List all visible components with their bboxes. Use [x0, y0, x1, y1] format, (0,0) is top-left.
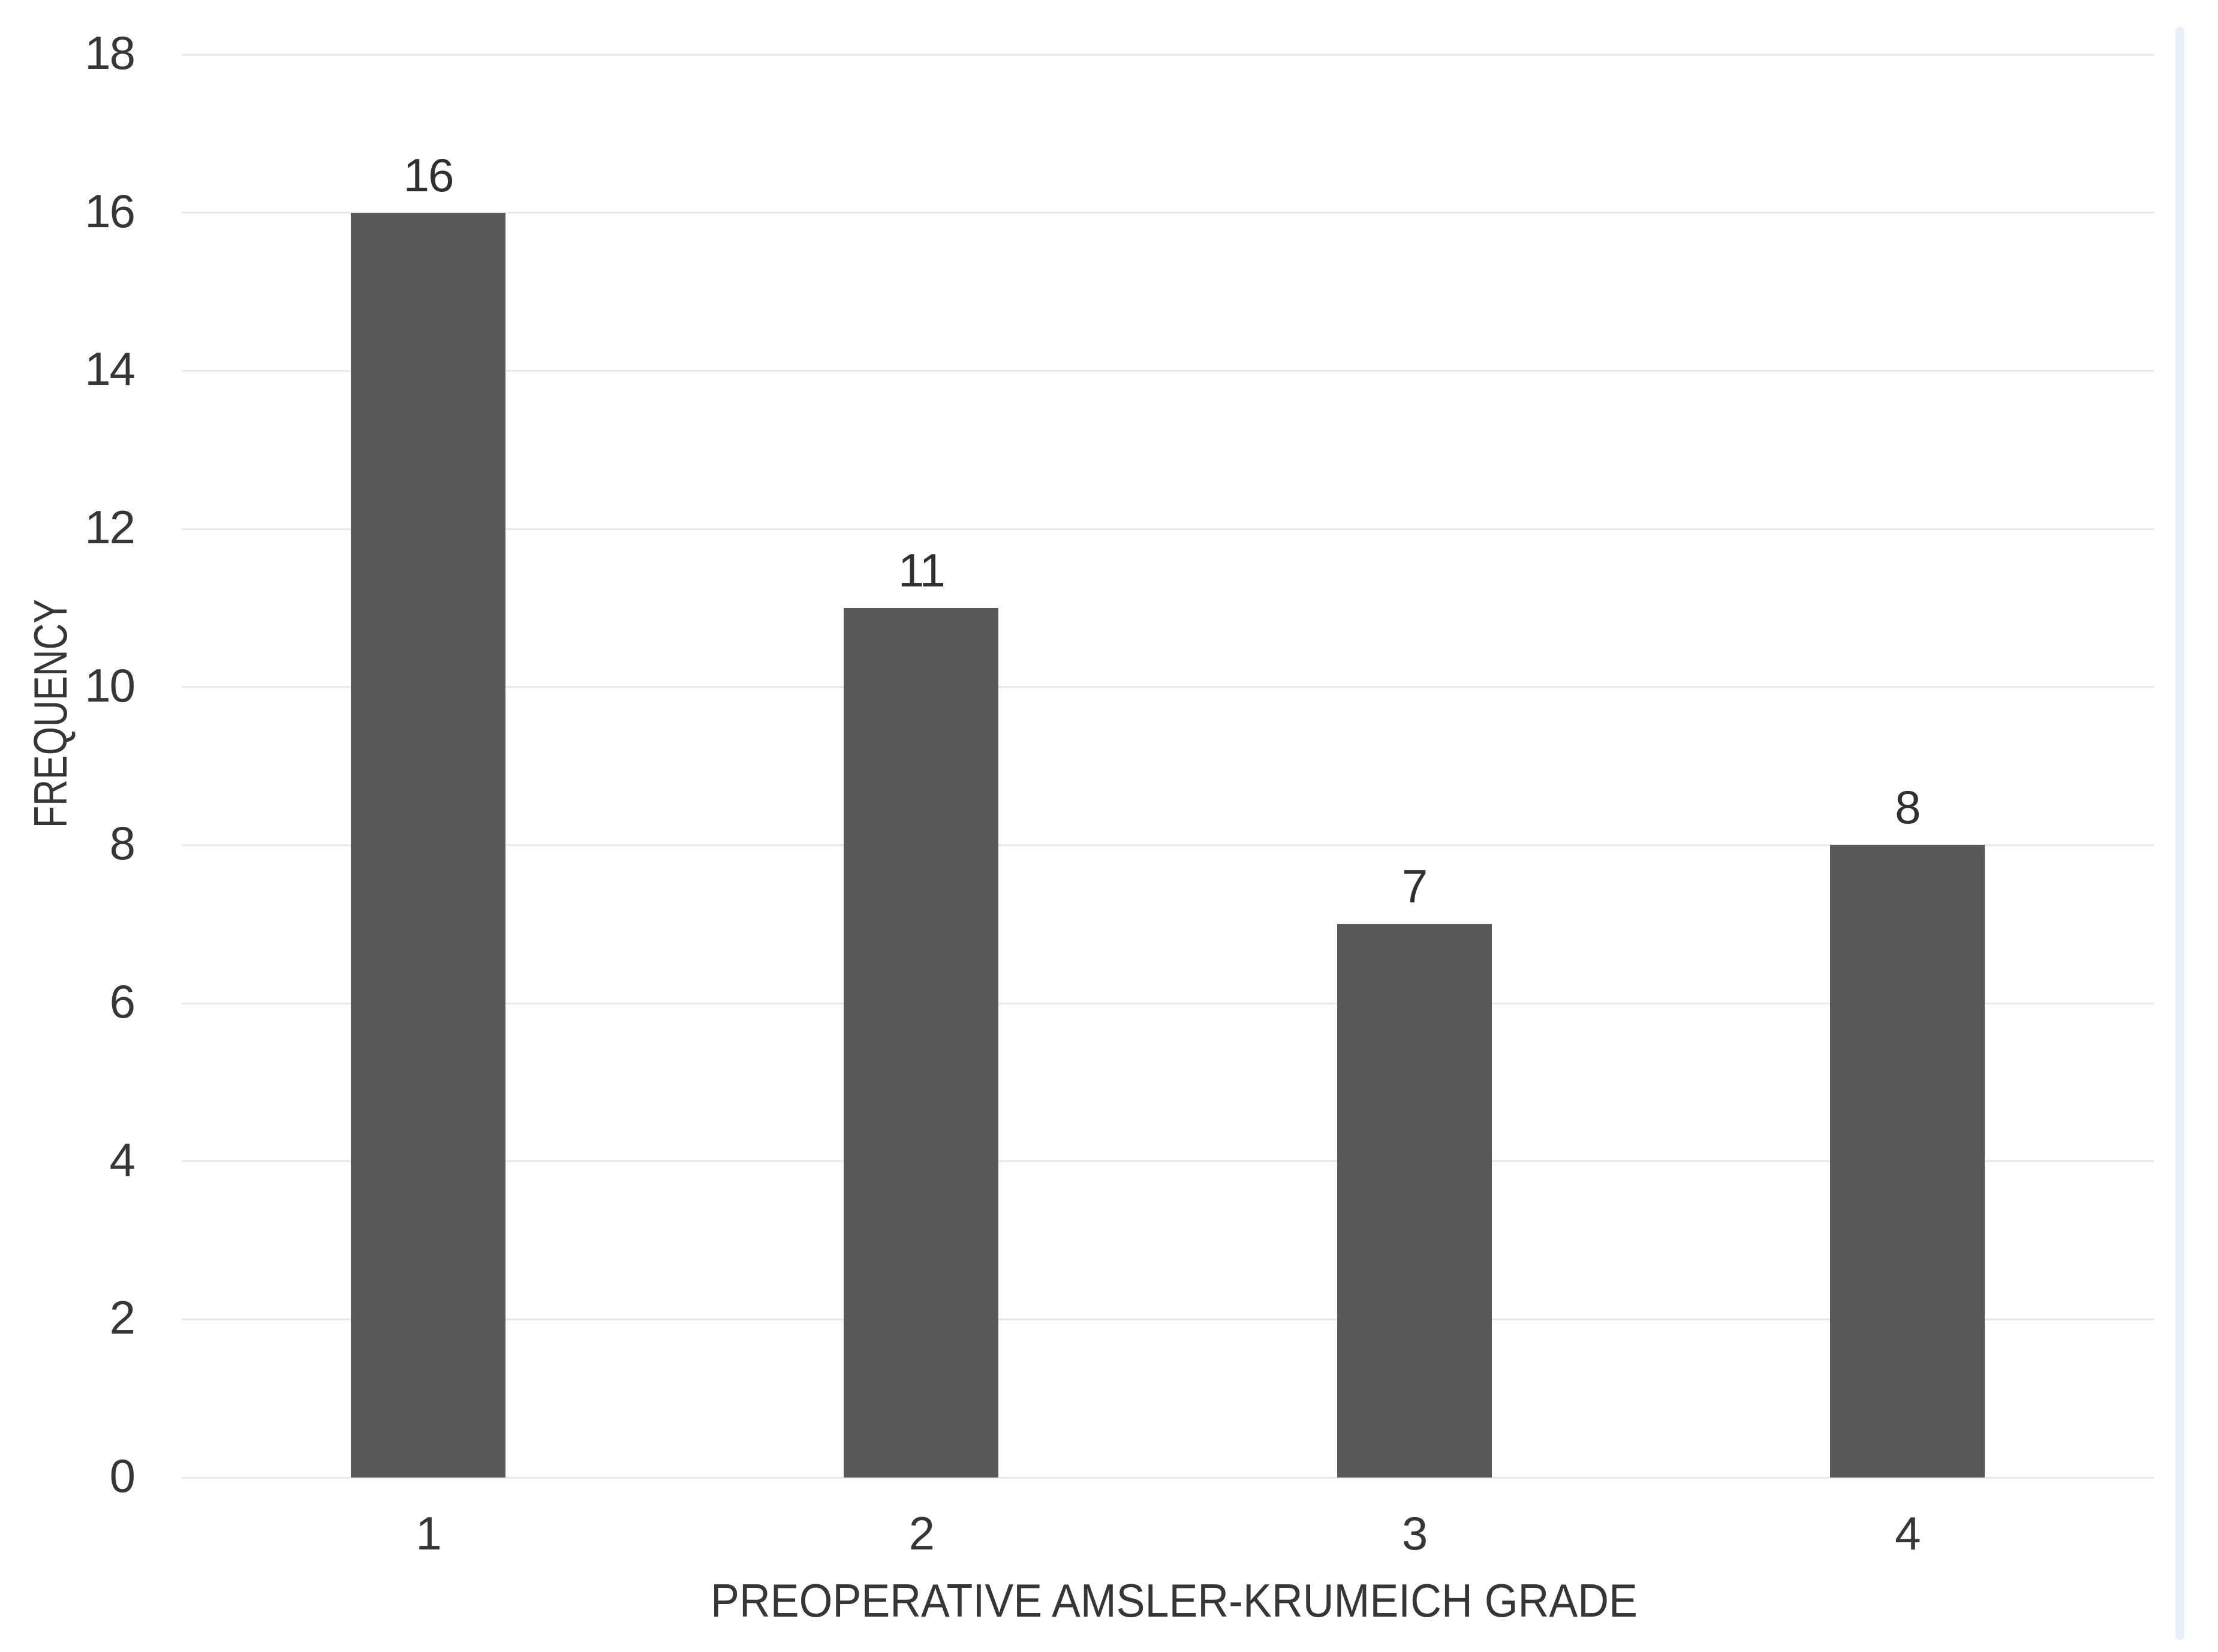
x-axis-title: PREOPERATIVE AMSLER-KRUMEICH GRADE [710, 1574, 1638, 1627]
y-tick-label-2: 2 [109, 1291, 136, 1344]
y-tick-label-10: 10 [85, 658, 136, 712]
gridline-y-0 [182, 1476, 2154, 1479]
y-tick-label-4: 4 [109, 1133, 136, 1186]
bar-value-label-2: 11 [898, 543, 946, 597]
y-tick-label-12: 12 [85, 500, 136, 553]
x-tick-label-1: 1 [416, 1507, 441, 1560]
scrollbar-track[interactable] [2175, 27, 2184, 1640]
gridline-y-4 [182, 1160, 2154, 1163]
gridline-y-16 [182, 212, 2154, 214]
y-tick-label-0: 0 [109, 1449, 136, 1502]
gridline-y-14 [182, 369, 2154, 372]
bar-value-label-3: 7 [1401, 860, 1428, 913]
bar-grade-2 [844, 607, 999, 1478]
bar-value-label-4: 8 [1895, 781, 1921, 834]
bar-grade-3 [1337, 924, 1492, 1478]
y-tick-label-6: 6 [109, 974, 136, 1028]
gridline-y-12 [182, 528, 2154, 530]
bar-grade-1 [351, 212, 506, 1478]
gridline-y-8 [182, 844, 2154, 846]
y-tick-label-8: 8 [109, 817, 136, 870]
y-tick-label-16: 16 [85, 184, 136, 237]
gridline-y-6 [182, 1002, 2154, 1004]
gridline-y-10 [182, 686, 2154, 688]
x-tick-label-2: 2 [908, 1507, 935, 1560]
gridline-y-18 [182, 53, 2154, 56]
y-axis-title: FREQUENCY [24, 599, 77, 828]
y-tick-label-18: 18 [85, 26, 136, 79]
bar-grade-4 [1829, 845, 1985, 1478]
x-tick-label-3: 3 [1401, 1507, 1428, 1560]
y-tick-label-14: 14 [85, 342, 136, 396]
x-tick-label-4: 4 [1895, 1507, 1921, 1560]
gridline-y-2 [182, 1318, 2154, 1320]
bar-value-label-1: 16 [403, 148, 455, 201]
